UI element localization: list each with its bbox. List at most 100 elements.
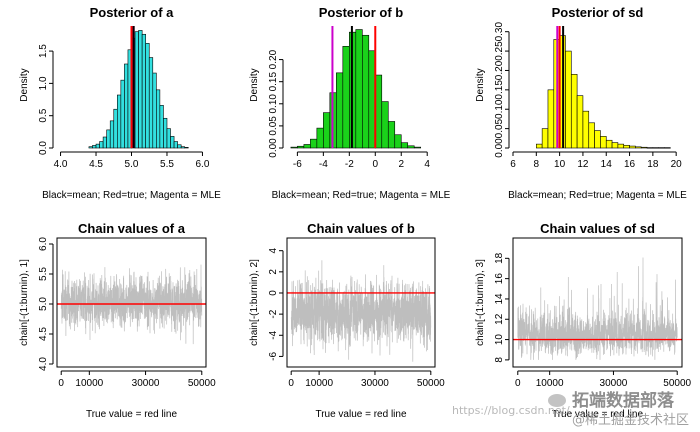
x-tick-label: 18	[647, 159, 659, 170]
histogram-bar	[113, 108, 118, 149]
chain-panel-3: 0 10000 30000 50000 4.0 4.5 5.0 5.5 6.0 Chain val…	[19, 221, 216, 420]
chart-title: Posterior of sd	[552, 5, 644, 20]
x-tick-label: 6	[510, 159, 516, 170]
x-tick-label: -6	[293, 159, 302, 170]
x-axis-label: True value = red line	[315, 409, 407, 420]
chain-trace-line	[517, 257, 678, 360]
watermark-community: @稀土掘金技术社区	[572, 413, 690, 428]
y-tick-label: 14	[494, 293, 505, 305]
histogram-bar	[117, 94, 122, 149]
y-tick-label: 0.0	[38, 141, 49, 155]
y-axis-label: Density	[249, 68, 260, 101]
x-tick-label: 0	[288, 378, 294, 389]
histogram-bars	[290, 29, 422, 149]
histogram-bar	[290, 146, 298, 149]
y-tick-label: 10	[494, 334, 505, 346]
y-axis-label: chain[-(1:burnin), 3]	[475, 259, 486, 346]
histogram-bar	[99, 141, 104, 149]
x-tick-label: 4	[424, 159, 430, 170]
histogram-bar	[570, 74, 578, 149]
y-tick-label: 0.20	[268, 49, 279, 69]
x-axis-label: Black=mean; Red=true; Magenta = MLE	[42, 190, 221, 201]
histogram-bar	[342, 46, 350, 149]
histogram-bar	[159, 105, 164, 149]
histogram-bar	[629, 145, 636, 149]
y-tick-label: 4	[268, 247, 279, 253]
histogram-bar	[407, 145, 415, 149]
y-axis-label: chain[-(1:burnin), 1]	[19, 259, 30, 346]
histogram-bar	[536, 143, 543, 149]
y-tick-label: 4.0	[38, 357, 49, 371]
histogram-bar	[600, 136, 607, 149]
histogram-bar	[88, 146, 93, 149]
histogram-bar	[605, 139, 613, 149]
y-tick-label: 0.5	[38, 108, 49, 122]
y-tick-label: 4.5	[38, 327, 49, 341]
y-tick-label: 0.00	[494, 138, 505, 158]
histogram-bar	[565, 50, 572, 149]
histogram-bar	[594, 130, 601, 149]
y-tick-label: 0.05	[268, 116, 279, 136]
histogram-bar	[588, 122, 595, 149]
histogram-bar	[381, 101, 389, 149]
y-tick-label: 8	[494, 357, 505, 363]
x-tick-label: 8	[534, 159, 540, 170]
x-tick-label: 16	[624, 159, 636, 170]
y-tick-label: 1.5	[38, 44, 49, 58]
histogram-bar	[576, 95, 584, 149]
histogram-bar	[617, 143, 625, 149]
y-tick-label: -2	[268, 309, 279, 318]
x-tick-label: 10	[554, 159, 566, 170]
x-tick-label: 10000	[536, 378, 564, 389]
x-axis-label: True value = red line	[86, 409, 178, 420]
chain-panel-5: 0 10000 30000 50000 8 10 12 14 16 18 Chain values …	[475, 221, 692, 420]
histogram-bar	[394, 134, 402, 149]
histogram-bar	[664, 147, 671, 149]
y-tick-label: 0.15	[268, 72, 279, 92]
x-tick-label: 4.5	[89, 159, 103, 170]
x-tick-label: 5.0	[125, 159, 139, 170]
histogram-bar	[180, 146, 186, 149]
y-axis-label: Density	[475, 68, 486, 101]
y-tick-label: 0.25	[494, 41, 505, 61]
histogram-bar	[134, 31, 139, 149]
y-tick-label: 0.00	[268, 138, 279, 158]
y-tick-label: -4	[268, 330, 279, 339]
histogram-bar	[166, 128, 171, 149]
histogram-bar	[336, 72, 344, 149]
x-tick-label: 20	[671, 159, 683, 170]
histogram-bar	[124, 63, 129, 149]
histogram-bar	[413, 146, 422, 149]
chain-panel-4: 0 10000 30000 50000 -6 -4 -2 0 2 4 Chain values of…	[249, 221, 445, 420]
y-tick-label: 0.10	[494, 99, 505, 119]
x-axis-label: Black=mean; Red=true; Magenta = MLE	[272, 190, 451, 201]
x-axis-label: True value = red line	[552, 409, 644, 420]
histogram-bar	[95, 143, 100, 149]
y-tick-label: 12	[494, 313, 505, 325]
histogram-bar	[141, 33, 146, 149]
histogram-bar	[541, 128, 549, 149]
y-tick-label: 0.10	[268, 94, 279, 114]
x-tick-label: 0	[515, 378, 521, 389]
histogram-bar	[323, 112, 331, 149]
histogram-bar	[297, 145, 305, 149]
histogram-bar	[148, 57, 154, 149]
histogram-bar	[156, 89, 161, 149]
histogram-bar	[92, 145, 97, 149]
histogram-bar	[152, 72, 157, 149]
plot-box	[512, 237, 683, 368]
x-tick-label: 2	[398, 159, 404, 170]
chart-title: Chain values of a	[78, 221, 186, 236]
y-tick-label: 0.20	[494, 60, 505, 80]
x-tick-label: 14	[601, 159, 613, 170]
histogram-bar	[106, 129, 111, 149]
x-tick-label: 0	[372, 159, 378, 170]
histogram-bar	[355, 29, 363, 149]
chart-title: Chain values of b	[307, 221, 415, 236]
y-tick-label: 0.30	[494, 22, 505, 42]
histogram-bar	[387, 121, 396, 149]
y-tick-label: 6.0	[38, 237, 49, 251]
x-axis-label: Black=mean; Red=true; Magenta = MLE	[508, 190, 687, 201]
chart-title: Posterior of b	[319, 5, 404, 20]
